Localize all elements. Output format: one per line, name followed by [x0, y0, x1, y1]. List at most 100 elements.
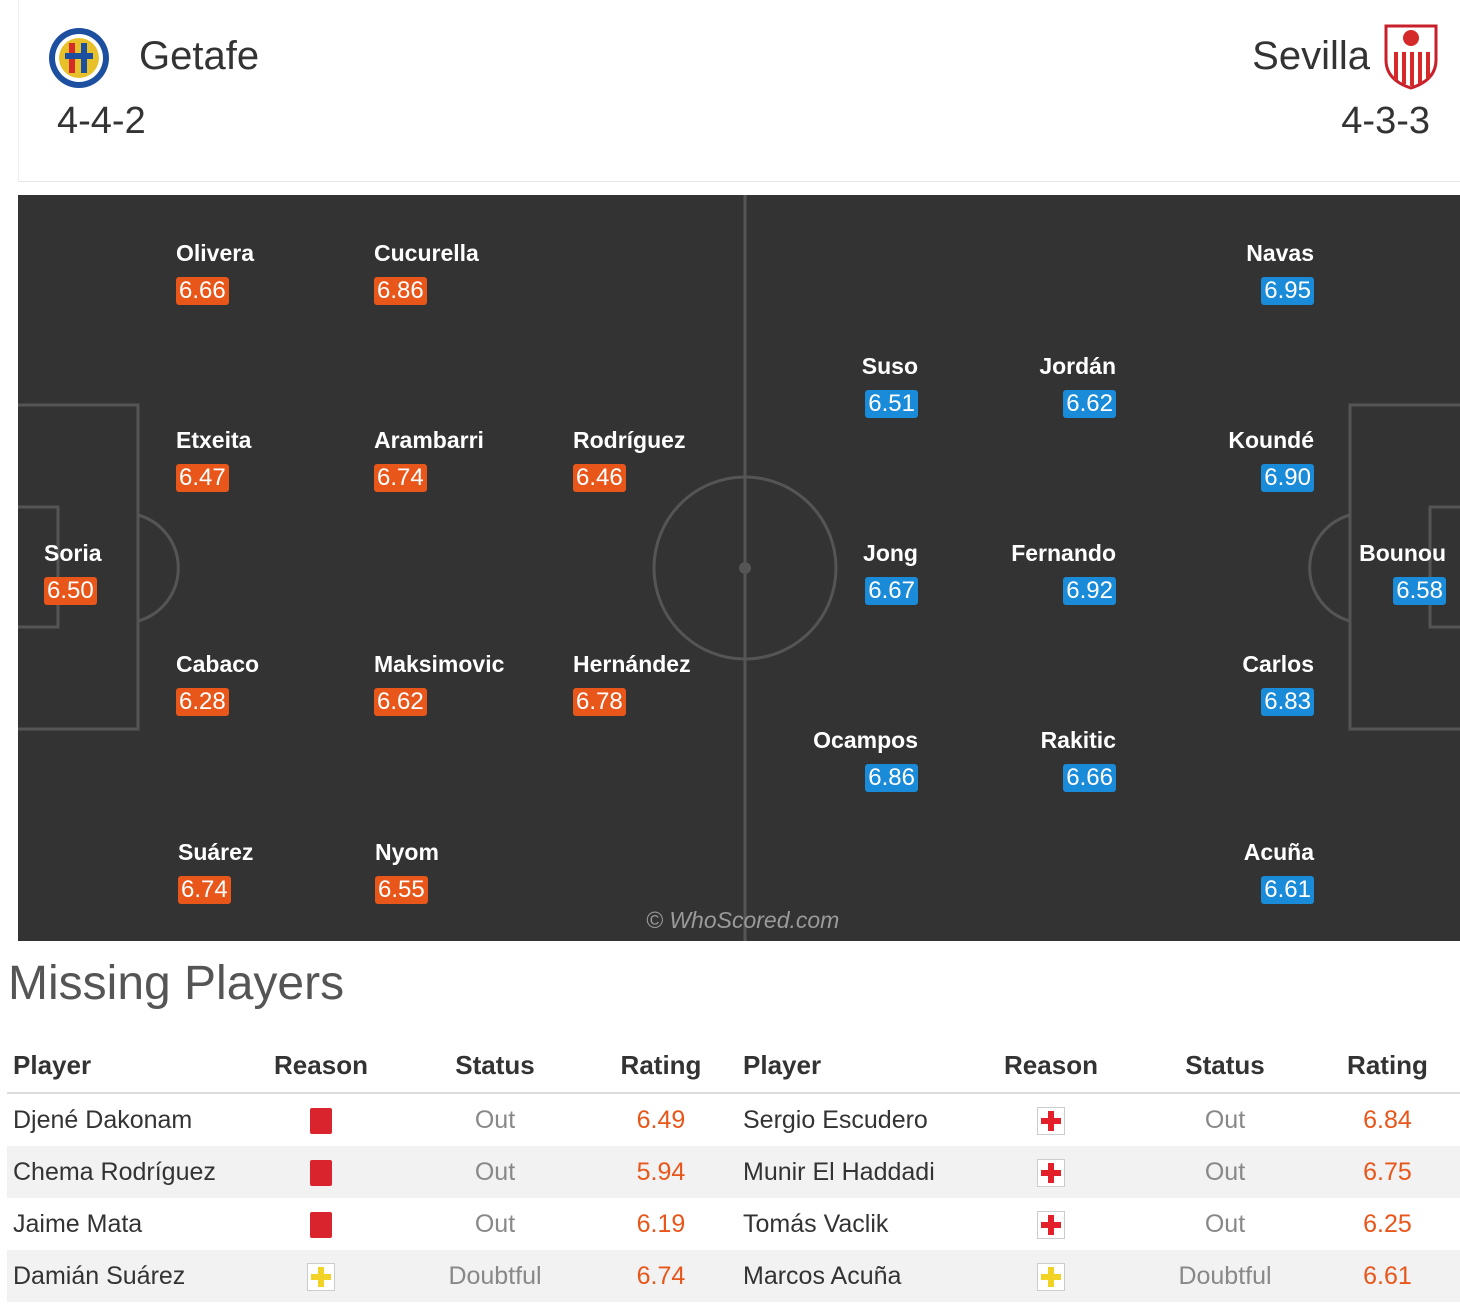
match-header: Getafe 4-4-2 Sevilla 4-3-3 — [18, 0, 1460, 182]
player-name: Koundé — [1228, 427, 1314, 453]
player-maksimovic[interactable]: Maksimovic 6.62 — [374, 651, 504, 716]
player-rating: 6.66 — [1063, 764, 1116, 792]
home-missing-rating: 5.94 — [585, 1146, 737, 1198]
player-soria[interactable]: Soria 6.50 — [44, 540, 102, 605]
player-bounou[interactable]: Bounou 6.58 — [1359, 540, 1446, 605]
player-name: Maksimovic — [374, 651, 505, 677]
player-jordan[interactable]: Jordán 6.62 — [1039, 353, 1116, 418]
player-name: Hernández — [573, 651, 691, 677]
player-etxeita[interactable]: Etxeita 6.47 — [176, 427, 251, 492]
player-rating: 6.62 — [374, 688, 427, 716]
player-suso[interactable]: Suso 6.51 — [862, 353, 918, 418]
player-name: Carlos — [1242, 651, 1314, 677]
home-formation: 4-4-2 — [57, 100, 146, 142]
away-missing-status: Out — [1135, 1146, 1315, 1198]
watermark: © WhoScored.com — [646, 907, 840, 933]
away-missing-rating: 6.75 — [1315, 1146, 1460, 1198]
player-rating: 6.95 — [1261, 277, 1314, 305]
player-name: Jordán — [1039, 353, 1116, 379]
col-header-reason[interactable]: Reason — [237, 1038, 405, 1094]
player-name: Cucurella — [374, 240, 479, 266]
col-header-status[interactable]: Status — [1135, 1038, 1315, 1094]
player-cabaco[interactable]: Cabaco 6.28 — [176, 651, 259, 716]
red-card-icon — [310, 1159, 332, 1186]
player-suarez[interactable]: Suárez 6.74 — [178, 839, 253, 904]
player-rating: 6.86 — [374, 277, 427, 305]
injury-icon — [1037, 1158, 1065, 1187]
player-jong[interactable]: Jong 6.67 — [863, 540, 918, 605]
player-name: Nyom — [375, 839, 439, 865]
player-rating: 6.47 — [176, 464, 229, 492]
player-rating: 6.61 — [1261, 876, 1314, 904]
player-rating: 6.74 — [178, 876, 231, 904]
player-fernando[interactable]: Fernando 6.92 — [1011, 540, 1116, 605]
away-missing-rating: 6.25 — [1363, 1209, 1412, 1238]
player-ocampos[interactable]: Ocampos 6.86 — [813, 727, 918, 792]
player-rating: 6.78 — [573, 688, 626, 716]
player-acuna[interactable]: Acuña 6.61 — [1244, 839, 1314, 904]
player-rating: 6.66 — [176, 277, 229, 305]
table-row: Jaime Mata Out 6.19 Tomás Vaclik Out 6.2… — [7, 1198, 1460, 1250]
away-missing-status: Out — [1204, 1209, 1246, 1238]
missing-players-title: Missing Players — [8, 957, 345, 1010]
table-row: Djené Dakonam Out 6.49 Sergio Escudero O… — [7, 1093, 1460, 1146]
home-team-name[interactable]: Getafe — [139, 34, 260, 78]
home-missing-rating: 6.19 — [636, 1209, 686, 1238]
player-arambarri[interactable]: Arambarri 6.74 — [374, 427, 484, 492]
player-name: Jong — [863, 540, 918, 566]
player-name: Arambarri — [374, 427, 484, 453]
col-header-status[interactable]: Status — [405, 1038, 585, 1094]
player-rating: 6.83 — [1261, 688, 1314, 716]
doubtful-injury-icon — [1037, 1262, 1065, 1291]
player-name: Cabaco — [176, 651, 260, 677]
away-missing-status: Out — [1204, 1105, 1246, 1134]
col-header-rating[interactable]: Rating — [585, 1038, 737, 1094]
missing-players-table: Player Reason Status Rating Player Reaso… — [7, 1038, 1460, 1302]
away-formation: 4-3-3 — [1341, 100, 1430, 142]
player-name: Bounou — [1359, 540, 1446, 566]
table-header-row: Player Reason Status Rating Player Reaso… — [7, 1038, 1460, 1094]
player-nyom[interactable]: Nyom 6.55 — [375, 839, 439, 904]
home-missing-status: Out — [474, 1105, 516, 1134]
player-hernandez[interactable]: Hernández 6.78 — [573, 651, 691, 716]
away-team-name[interactable]: Sevilla — [1252, 34, 1370, 78]
injury-icon — [1037, 1106, 1065, 1135]
player-rodriguez[interactable]: Rodríguez 6.46 — [573, 427, 685, 492]
player-rakitic[interactable]: Rakitic 6.66 — [1041, 727, 1116, 792]
player-name: Suárez — [178, 839, 254, 865]
home-missing-player[interactable]: Djené Dakonam — [13, 1105, 193, 1134]
player-rating: 6.50 — [44, 577, 97, 605]
player-rating: 6.46 — [573, 464, 626, 492]
player-rating: 6.55 — [375, 876, 428, 904]
player-navas[interactable]: Navas 6.95 — [1246, 240, 1314, 305]
doubtful-injury-icon — [307, 1262, 335, 1291]
player-rating: 6.86 — [865, 764, 918, 792]
player-cucurella[interactable]: Cucurella 6.86 — [374, 240, 479, 305]
player-kounde[interactable]: Koundé 6.90 — [1228, 427, 1314, 492]
player-carlos[interactable]: Carlos 6.83 — [1242, 651, 1314, 716]
player-name: Navas — [1246, 240, 1314, 266]
col-header-reason[interactable]: Reason — [967, 1038, 1135, 1094]
away-missing-player[interactable]: Munir El Haddadi — [737, 1146, 967, 1198]
home-missing-player[interactable]: Chema Rodríguez — [7, 1146, 237, 1198]
home-missing-rating: 6.74 — [585, 1250, 737, 1302]
player-olivera[interactable]: Olivera 6.66 — [176, 240, 254, 305]
player-rating: 6.92 — [1063, 577, 1116, 605]
col-header-rating[interactable]: Rating — [1315, 1038, 1460, 1094]
away-missing-player[interactable]: Sergio Escudero — [743, 1105, 928, 1134]
home-missing-player[interactable]: Damián Suárez — [7, 1250, 237, 1302]
home-missing-player[interactable]: Jaime Mata — [13, 1209, 143, 1238]
player-name: Rakitic — [1040, 727, 1116, 753]
col-header-player[interactable]: Player — [7, 1038, 237, 1094]
player-name: Ocampos — [813, 727, 918, 753]
player-rating: 6.62 — [1063, 390, 1116, 418]
player-name: Fernando — [1011, 540, 1116, 566]
away-missing-player[interactable]: Tomás Vaclik — [743, 1209, 889, 1238]
col-header-player[interactable]: Player — [737, 1038, 967, 1094]
player-rating: 6.28 — [176, 688, 229, 716]
away-missing-status: Doubtful — [1135, 1250, 1315, 1302]
player-rating: 6.51 — [865, 390, 918, 418]
away-missing-player[interactable]: Marcos Acuña — [737, 1250, 967, 1302]
home-missing-status: Out — [405, 1146, 585, 1198]
table-row: Chema Rodríguez Out 5.94 Munir El Haddad… — [7, 1146, 1460, 1198]
